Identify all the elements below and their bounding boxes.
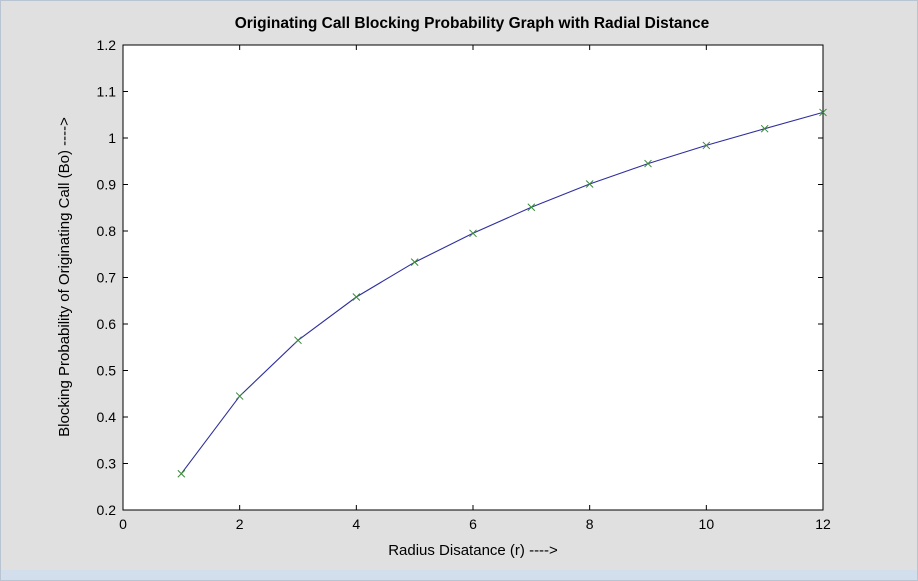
data-point-marker bbox=[177, 469, 186, 478]
x-tick-label: 8 bbox=[586, 516, 594, 532]
y-tick-label: 0.9 bbox=[97, 177, 117, 193]
data-point-marker bbox=[352, 293, 361, 301]
x-tick-label: 2 bbox=[236, 516, 244, 532]
data-series bbox=[177, 108, 827, 478]
data-point-marker bbox=[294, 336, 302, 345]
x-tick-label: 4 bbox=[352, 516, 360, 532]
y-tick-label: 0.5 bbox=[97, 363, 117, 379]
axis-ticks: 0 2 4 6 8 10 12 0.2 0.3 0.4 0.5 0.6 0.7 0.8 0.9 1 1.1 1.2 bbox=[97, 37, 831, 532]
y-tick-label: 1.2 bbox=[97, 37, 117, 53]
data-point-marker bbox=[760, 124, 769, 133]
data-point-marker bbox=[527, 203, 536, 212]
data-point-marker bbox=[469, 229, 477, 238]
x-tick-label: 12 bbox=[815, 516, 831, 532]
y-tick-label: 1.1 bbox=[97, 84, 117, 100]
data-point-marker bbox=[585, 180, 594, 188]
data-point-marker bbox=[702, 141, 711, 150]
y-tick-label: 0.8 bbox=[97, 223, 117, 239]
x-tick-label: 0 bbox=[119, 516, 127, 532]
y-tick-label: 0.2 bbox=[97, 502, 117, 518]
y-tick-label: 0.4 bbox=[97, 409, 117, 425]
y-tick-label: 1 bbox=[108, 130, 116, 146]
figure-bottom-band bbox=[1, 570, 917, 580]
y-tick-label: 0.7 bbox=[97, 270, 117, 286]
plot-area bbox=[122, 44, 824, 511]
y-tick-label: 0.6 bbox=[97, 316, 117, 332]
x-axis-label: Radius Disatance (r) ----> bbox=[388, 542, 558, 559]
chart-title: Originating Call Blocking Probability Gr… bbox=[235, 15, 710, 32]
x-tick-label: 6 bbox=[469, 516, 477, 532]
data-point-marker bbox=[410, 258, 419, 267]
y-axis-label: Blocking Probability of Originating Call… bbox=[56, 117, 73, 437]
y-tick-label: 0.3 bbox=[97, 456, 117, 472]
data-point-marker bbox=[644, 159, 652, 168]
series-line bbox=[180, 111, 824, 475]
data-point-marker bbox=[235, 392, 244, 400]
data-point-marker bbox=[819, 108, 827, 117]
x-tick-label: 10 bbox=[699, 516, 715, 532]
